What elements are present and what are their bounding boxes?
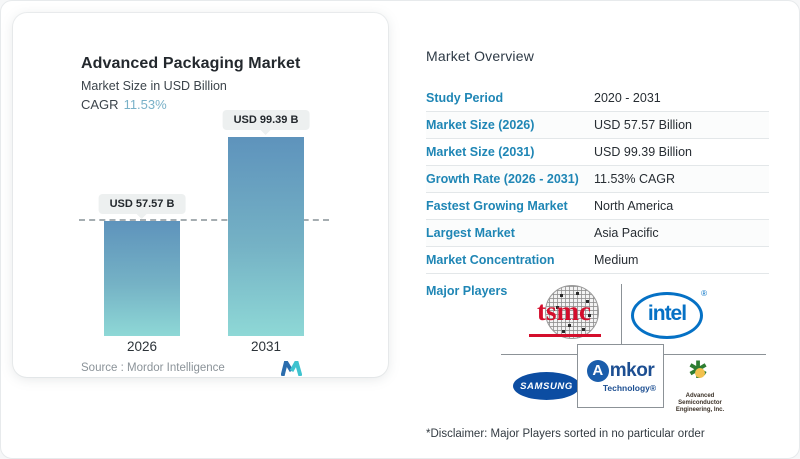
table-row-growth-rate: Growth Rate (2026 - 2031) 11.53% CAGR [426,166,769,193]
samsung-logo: SAMSUNG [513,372,580,400]
row-label: Market Size (2026) [426,118,535,132]
ase-name-line2: Engineering, Inc. [675,407,725,413]
row-value: 11.53% CAGR [594,172,676,186]
tsmc-logo: tsmc [519,282,609,346]
ase-logo: ✱ Advanced Semiconductor Engineering, In… [667,359,733,414]
overview-title: Market Overview [426,48,535,64]
tsmc-wordmark: tsmc [537,296,591,326]
table-row-largest-market: Largest Market Asia Pacific [426,220,769,247]
samsung-wordmark: SAMSUNG [520,380,573,392]
table-row-study-period: Study Period 2020 - 2031 [426,85,769,112]
bar-2031 [228,137,304,336]
bar-2026 [104,221,180,336]
bar-value-label-2026: USD 57.57 B [98,194,186,214]
row-value: USD 57.57 Billion [594,118,692,132]
intel-logo: intel ® [631,289,707,339]
ase-core-dot [695,368,705,378]
row-value: USD 99.39 Billion [594,145,692,159]
amkor-wordmark-row: A mkor [586,359,655,382]
major-players-label: Major Players [426,284,508,298]
ase-name-line1: Advanced Semiconductor [678,393,722,406]
ase-name-text: Advanced Semiconductor Engineering, Inc. [667,393,733,414]
disclaimer-text: *Disclaimer: Major Players sorted in no … [426,428,705,440]
table-row-market-size-2026: Market Size (2026) USD 57.57 Billion [426,112,769,139]
source-line: Source : Mordor Intelligence [81,362,225,374]
row-value: 2020 - 2031 [594,91,661,105]
amkor-technology-text: Technology® [602,382,657,393]
players-divider-horizontal-left [501,354,578,355]
reference-dashed-line [79,219,329,221]
overview-table: Study Period 2020 - 2031 Market Size (20… [426,85,769,274]
intel-registered-mark: ® [701,289,707,298]
table-row-fastest-growing-market: Fastest Growing Market North America [426,193,769,220]
players-divider-horizontal-right [663,354,766,355]
cagr-label: CAGR [81,97,119,112]
chart-subtitle: Market Size in USD Billion [81,79,227,93]
table-row-market-concentration: Market Concentration Medium [426,247,769,274]
major-players-grid: tsmc intel ® SAMSUNG A mkor Technology® … [501,279,769,413]
tsmc-wafer-icon [545,285,599,339]
source-value: Mordor Intelligence [127,362,225,374]
row-label: Study Period [426,91,504,105]
row-label: Largest Market [426,226,515,240]
amkor-logo: A mkor Technology® [577,344,664,408]
row-value: North America [594,199,674,213]
row-label: Fastest Growing Market [426,199,568,213]
cagr-value: 11.53% [123,97,167,112]
ase-starburst-icon: ✱ [688,359,712,386]
row-label: Market Concentration [426,253,555,267]
amkor-wordmark: mkor [609,359,655,381]
players-divider-vertical [621,284,622,345]
intel-wordmark: intel [647,302,687,325]
tsmc-underline [529,334,601,337]
chart-cagr-line: CAGR 11.53% [81,97,167,112]
chart-title: Advanced Packaging Market [81,55,301,72]
market-chart-card: Advanced Packaging Market Market Size in… [13,13,388,377]
mordor-intelligence-logo-icon [281,361,302,376]
source-label: Source : [81,362,124,374]
amkor-a-icon: A [586,359,609,382]
bar-value-label-2031: USD 99.39 B [222,110,310,130]
row-value: Asia Pacific [594,226,659,240]
row-value: Medium [594,253,639,267]
row-label: Growth Rate (2026 - 2031) [426,172,579,186]
row-label: Market Size (2031) [426,145,535,159]
x-axis-label-2031: 2031 [250,339,282,354]
x-axis-label-2026: 2026 [126,339,158,354]
table-row-market-size-2031: Market Size (2031) USD 99.39 Billion [426,139,769,166]
